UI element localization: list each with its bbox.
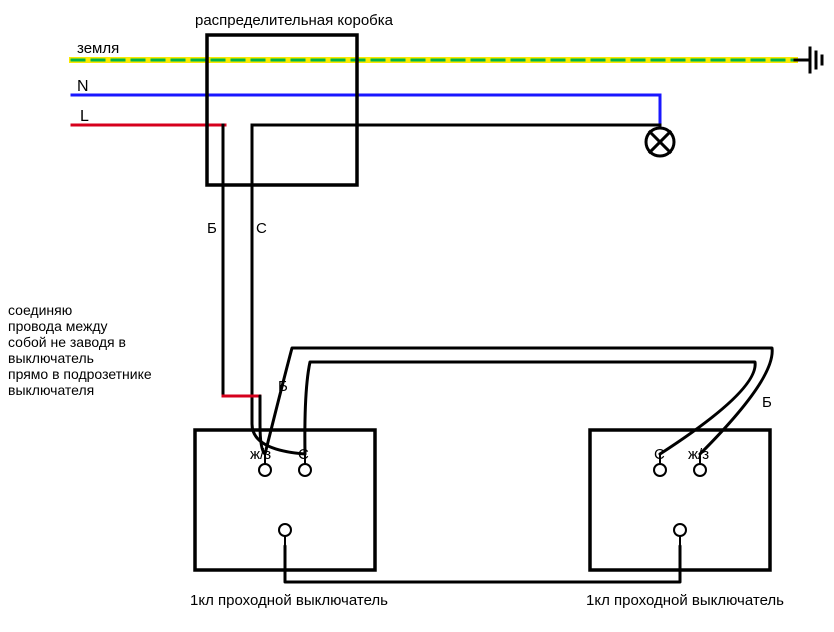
label-c-right: С [654, 446, 665, 463]
label-b-right-switch: Б [762, 394, 772, 411]
label-junction-box: распределительная коробка [195, 12, 393, 29]
label-c-from-box: С [256, 220, 267, 237]
note-text: соединяю провода между собой не заводя в… [8, 302, 152, 398]
label-b-from-box: Б [207, 220, 217, 237]
label-live: L [80, 108, 89, 126]
label-zhz-right: ж/з [688, 446, 709, 463]
label-earth: земля [77, 40, 119, 57]
diagram-canvas: распределительная коробка земля N L Б С … [0, 0, 834, 632]
label-c-left: С [298, 446, 309, 463]
label-neutral: N [77, 78, 89, 96]
caption-switch-left: 1кл проходной выключатель [190, 592, 388, 609]
caption-switch-right: 1кл проходной выключатель [586, 592, 784, 609]
label-b-left-switch: Б [278, 378, 288, 395]
label-zhz-left: ж/з [250, 446, 271, 463]
